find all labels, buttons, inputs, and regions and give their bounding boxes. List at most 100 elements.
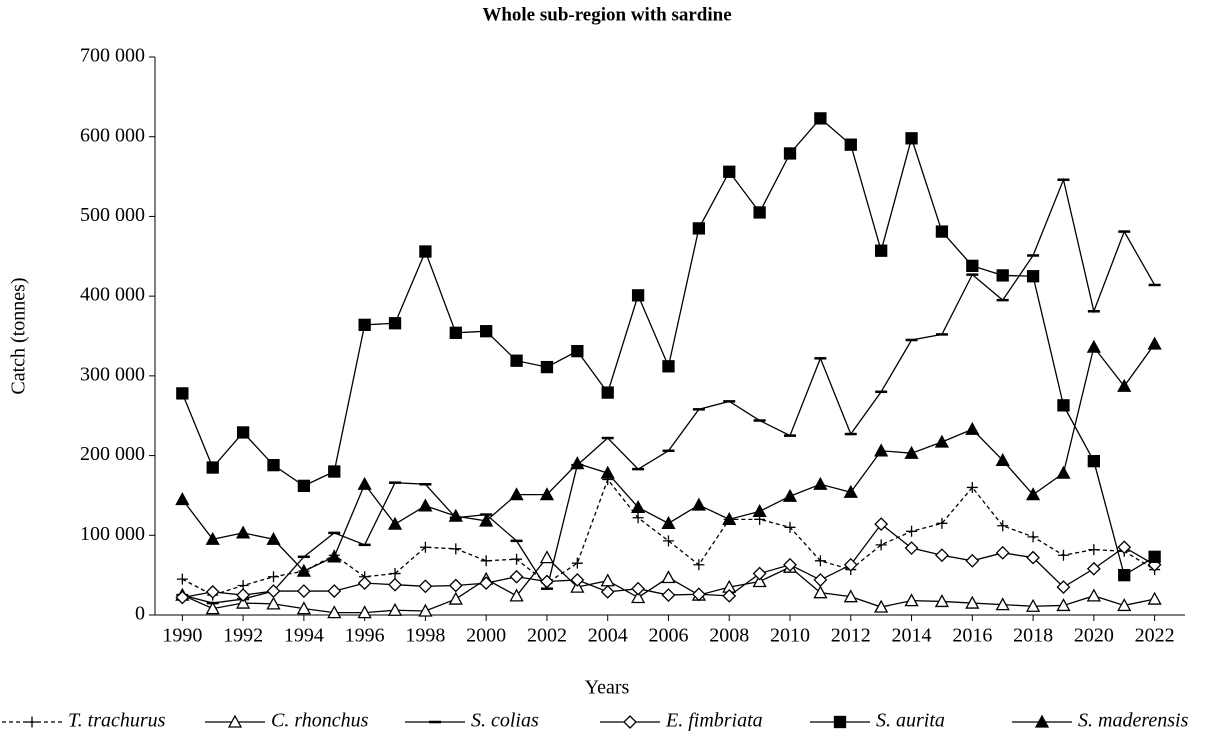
marker <box>600 584 615 599</box>
marker <box>752 566 767 581</box>
y-tick-label: 500 000 <box>80 204 145 226</box>
marker <box>418 498 433 512</box>
marker <box>813 585 828 599</box>
marker <box>1087 455 1100 468</box>
marker <box>906 525 918 537</box>
marker <box>631 500 646 514</box>
marker <box>1026 270 1040 283</box>
x-tick-label: 2014 <box>892 625 932 647</box>
marker <box>691 497 706 511</box>
marker <box>236 588 251 602</box>
marker <box>296 563 311 577</box>
marker <box>661 515 676 529</box>
marker <box>387 602 403 616</box>
marker <box>995 545 1010 560</box>
marker <box>419 245 432 258</box>
marker <box>236 595 251 609</box>
chart-title: Whole sub-region with sardine <box>482 4 731 25</box>
marker <box>539 550 555 564</box>
y-axis-label: Catch (tonnes) <box>8 277 30 394</box>
marker <box>328 465 341 478</box>
marker <box>296 601 311 615</box>
marker <box>509 588 524 602</box>
marker <box>1147 336 1162 350</box>
x-tick-label: 2022 <box>1135 625 1175 647</box>
marker <box>267 458 280 472</box>
marker <box>175 590 190 605</box>
series-line <box>181 117 1155 577</box>
marker <box>539 487 555 501</box>
marker <box>1025 598 1041 612</box>
marker <box>1117 378 1132 392</box>
marker <box>1057 549 1069 561</box>
marker <box>966 259 979 273</box>
marker <box>266 531 281 545</box>
x-tick-label: 2002 <box>527 625 567 647</box>
marker <box>935 548 949 563</box>
marker <box>205 584 220 599</box>
marker <box>26 716 38 728</box>
marker <box>267 571 279 583</box>
marker <box>418 579 433 594</box>
marker <box>449 326 462 339</box>
marker <box>722 511 737 525</box>
marker <box>206 461 219 474</box>
marker <box>1026 550 1040 565</box>
marker <box>448 508 463 522</box>
marker <box>875 539 887 551</box>
marker <box>965 421 980 435</box>
marker <box>844 138 857 151</box>
legend-label: S. aurita <box>876 710 945 732</box>
marker <box>389 568 401 580</box>
x-tick-label: 1998 <box>405 625 445 647</box>
marker <box>813 476 828 490</box>
marker <box>1147 591 1162 605</box>
marker <box>510 354 523 367</box>
marker <box>843 557 858 572</box>
marker <box>387 516 403 530</box>
series-line <box>182 478 1155 596</box>
marker <box>570 573 585 587</box>
marker <box>1027 531 1039 543</box>
marker <box>996 269 1009 282</box>
marker <box>966 481 978 493</box>
y-tick-label: 400 000 <box>80 284 145 306</box>
marker <box>784 521 796 533</box>
x-tick-label: 2004 <box>588 625 628 647</box>
marker <box>631 581 646 596</box>
y-tick-label: 600 000 <box>80 124 145 146</box>
marker <box>266 584 281 599</box>
marker <box>631 289 645 302</box>
marker <box>327 605 342 619</box>
marker <box>571 344 584 358</box>
x-tick-label: 2000 <box>466 625 506 647</box>
marker <box>905 132 918 145</box>
x-tick-label: 2016 <box>952 625 992 647</box>
marker <box>934 594 950 608</box>
marker <box>723 165 736 178</box>
x-tick-label: 1994 <box>284 625 324 647</box>
y-tick-label: 300 000 <box>80 363 145 385</box>
marker <box>601 386 614 399</box>
marker <box>1118 568 1131 582</box>
x-tick-label: 1990 <box>162 625 202 647</box>
marker <box>388 577 402 592</box>
marker <box>1056 580 1071 595</box>
marker <box>997 520 1009 532</box>
marker <box>693 559 705 571</box>
legend-label: E. fimbriata <box>665 710 763 732</box>
marker <box>388 317 402 330</box>
marker <box>661 570 676 584</box>
marker <box>1025 487 1041 501</box>
y-tick-label: 700 000 <box>80 45 145 67</box>
y-tick-label: 100 000 <box>80 523 145 545</box>
marker <box>600 573 615 587</box>
marker <box>995 452 1010 467</box>
y-tick-label: 0 <box>135 603 145 625</box>
marker <box>936 517 948 529</box>
marker <box>479 513 494 527</box>
marker <box>752 574 767 588</box>
marker <box>266 596 281 610</box>
marker <box>1056 598 1071 612</box>
